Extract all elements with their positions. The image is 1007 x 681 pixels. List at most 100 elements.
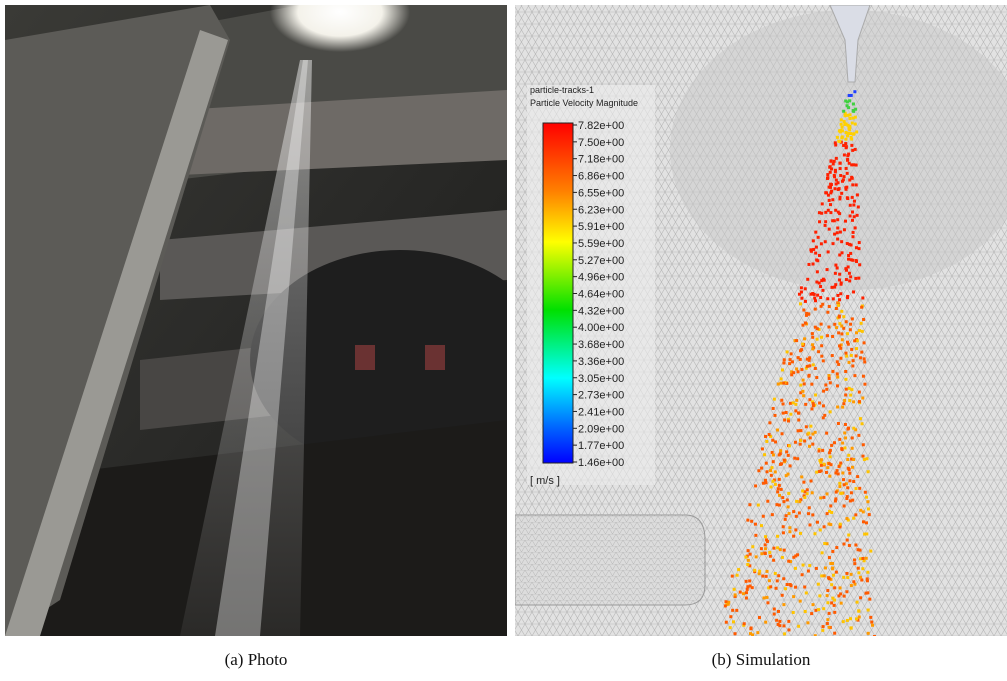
particle	[844, 99, 847, 102]
particle	[840, 123, 843, 126]
particle	[838, 485, 841, 488]
particle	[848, 399, 851, 402]
particle	[820, 458, 823, 461]
particle	[787, 454, 790, 457]
particle	[823, 279, 826, 282]
particle	[810, 612, 813, 615]
particle	[867, 507, 870, 510]
particle	[840, 136, 843, 139]
particle	[760, 552, 763, 555]
particle	[816, 294, 819, 297]
particle	[834, 169, 837, 172]
particle	[839, 174, 842, 177]
particle	[844, 352, 847, 355]
particle	[820, 242, 823, 245]
particle	[782, 362, 785, 365]
particle	[803, 439, 806, 442]
particle	[802, 394, 805, 397]
particle	[816, 521, 819, 524]
particle	[807, 512, 810, 515]
particle	[837, 304, 840, 307]
particle	[729, 615, 732, 618]
particle	[800, 286, 803, 289]
particle	[807, 375, 810, 378]
particle	[841, 126, 844, 129]
particle	[840, 118, 843, 121]
legend-title: Particle Velocity Magnitude	[530, 98, 638, 108]
particle	[828, 626, 831, 629]
particle	[808, 564, 811, 567]
particle	[811, 433, 814, 436]
particle	[851, 317, 854, 320]
particle	[776, 579, 779, 582]
particle	[750, 520, 753, 523]
particle	[788, 444, 791, 447]
particle	[798, 511, 801, 514]
particle	[847, 132, 850, 135]
particle	[808, 506, 811, 509]
particle	[838, 278, 841, 281]
particle	[792, 556, 795, 559]
particle	[787, 560, 790, 563]
particle	[776, 429, 779, 432]
particle	[811, 491, 814, 494]
particle	[839, 462, 842, 465]
particle	[851, 122, 854, 125]
particle	[833, 174, 836, 177]
particle	[855, 260, 858, 263]
particle	[835, 546, 838, 549]
particle	[835, 326, 838, 329]
particle	[786, 350, 789, 353]
particle	[802, 564, 805, 567]
particle	[840, 240, 843, 243]
particle	[848, 113, 851, 116]
particle	[838, 344, 841, 347]
particle	[773, 608, 776, 611]
particle	[864, 491, 867, 494]
particle	[858, 263, 861, 266]
particle	[731, 609, 734, 612]
particle	[804, 300, 807, 303]
particle	[814, 367, 817, 370]
particle	[831, 567, 834, 570]
particle	[853, 374, 856, 377]
particle	[846, 458, 849, 461]
particle	[851, 196, 854, 199]
particle	[776, 490, 779, 493]
particle	[851, 183, 854, 186]
particle	[848, 472, 851, 475]
particle	[866, 579, 869, 582]
particle	[830, 286, 833, 289]
particle	[863, 341, 866, 344]
particle	[826, 297, 829, 300]
particle	[821, 289, 824, 292]
particle	[772, 460, 775, 463]
figure-images: particle-tracks-1 Particle Velocity Magn…	[0, 0, 1007, 640]
particle	[811, 336, 814, 339]
particle	[778, 620, 781, 623]
particle	[852, 231, 855, 234]
particle	[871, 624, 874, 627]
particle	[849, 214, 852, 217]
particle	[836, 294, 839, 297]
particle	[837, 363, 840, 366]
particle	[824, 211, 827, 214]
particle	[838, 254, 841, 257]
particle	[772, 559, 775, 562]
particle	[819, 296, 822, 299]
particle	[852, 204, 855, 207]
particle	[802, 481, 805, 484]
particle	[849, 394, 852, 397]
particle	[811, 332, 814, 335]
particle	[817, 608, 820, 611]
particle	[811, 343, 814, 346]
particle	[853, 558, 856, 561]
particle	[842, 543, 845, 546]
particle	[836, 376, 839, 379]
particle	[829, 165, 832, 168]
particle	[782, 382, 785, 385]
particle	[862, 375, 865, 378]
particle	[780, 488, 783, 491]
particle	[829, 562, 832, 565]
particle	[833, 323, 836, 326]
